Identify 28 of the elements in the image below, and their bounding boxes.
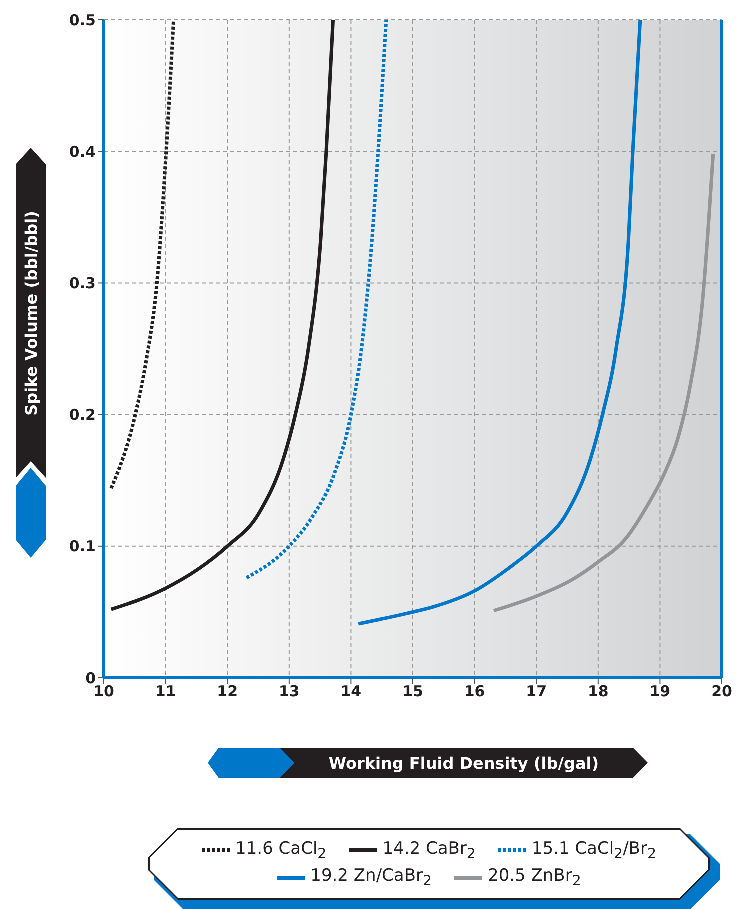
x-axis-title: Working Fluid Density (lb/gal): [328, 754, 600, 772]
legend-label: 15.1 CaCl$_{2}$/Br$_{2}$: [532, 838, 656, 862]
line-series: [110, 20, 176, 490]
x-tick-label: 17: [526, 682, 548, 701]
x-tick-label: 20: [712, 682, 732, 701]
legend-label: 14.2 CaBr$_{2}$: [382, 838, 476, 862]
legend-label: 20.5 ZnBr$_{2}$: [488, 866, 582, 890]
x-tick-label: 18: [588, 682, 609, 701]
x-tick-label: 19: [650, 682, 671, 701]
line-series: [245, 20, 388, 580]
x-tick-label: 11: [155, 682, 176, 701]
legend-label: 19.2 Zn/CaBr$_{2}$: [310, 866, 432, 890]
x-tick-label: 16: [464, 682, 486, 701]
y-tick-label: 0.4: [69, 142, 96, 161]
y-tick-label: 0.1: [69, 538, 96, 556]
y-tick-label: 0.3: [69, 274, 96, 293]
x-tick-label: 15: [402, 682, 424, 701]
line-series: [110, 20, 336, 612]
x-tick-label: 14: [340, 682, 362, 701]
x-tick-label: 12: [217, 682, 238, 701]
y-tick-label: 0: [86, 669, 96, 688]
x-tick-label: 10: [94, 682, 114, 701]
line-series: [356, 20, 642, 626]
y-axis-title: Spike Volume (bbl/bbl): [22, 210, 40, 416]
x-tick-label: 13: [278, 682, 300, 701]
legend-label: 11.6 CaCl$_{2}$: [236, 838, 327, 862]
y-tick-label: 0.2: [69, 406, 96, 424]
y-tick-label: 0.5: [69, 11, 96, 30]
